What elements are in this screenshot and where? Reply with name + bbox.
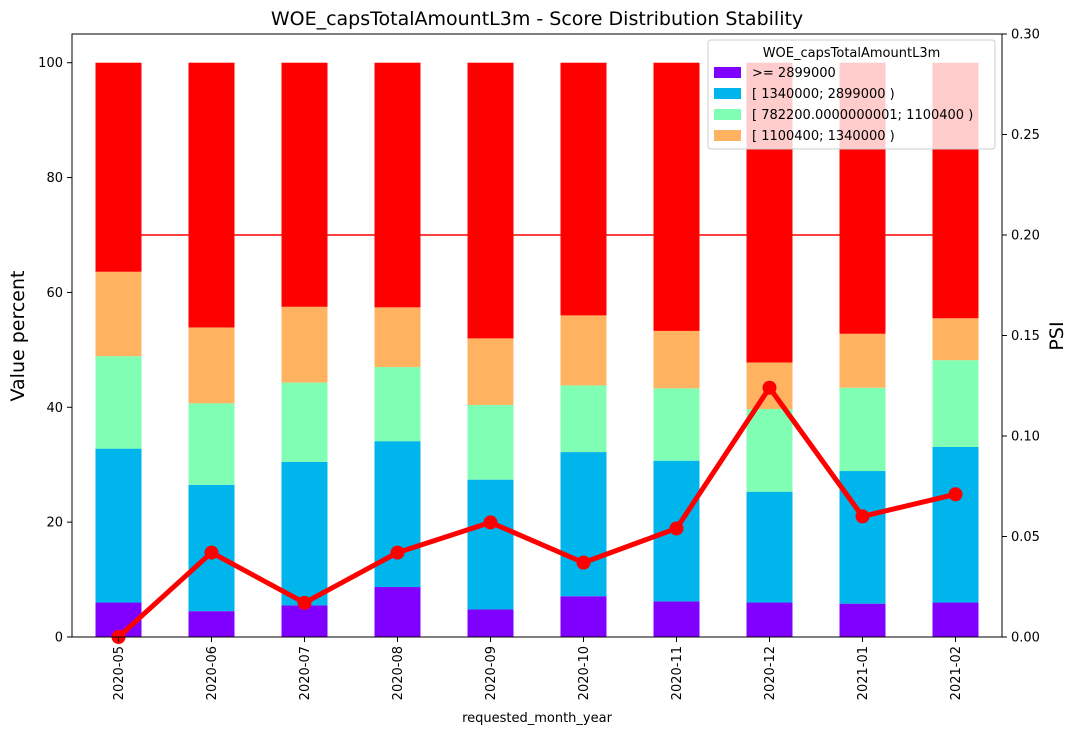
legend-label: >= 2899000: [752, 66, 836, 81]
y2-axis-title: PSI: [1046, 321, 1068, 350]
bar-segment: [374, 441, 421, 588]
psi-point: [855, 509, 870, 524]
legend: WOE_capsTotalAmountL3m >= 2899000 [ 134000…: [707, 39, 996, 150]
bar-segment: [746, 602, 793, 637]
bar-segment: [281, 461, 328, 606]
bar-segment: [560, 596, 607, 637]
legend-title: WOE_capsTotalAmountL3m: [763, 46, 941, 61]
psi-line: [116, 385, 957, 639]
bar-segment: [560, 315, 607, 386]
bar-segment: [560, 62, 607, 316]
y2-tick-label: 0.05: [1011, 530, 1040, 545]
x-tick-label: 2020-07: [298, 646, 313, 700]
x-tick-label: 2020-08: [391, 646, 406, 700]
legend-label: [ 1340000; 2899000 ): [752, 87, 895, 102]
bar-segment: [653, 388, 700, 461]
psi-point: [297, 595, 312, 610]
bar-segment: [95, 271, 142, 357]
y-tick-label: 100: [38, 56, 63, 71]
legend-swatch: [714, 109, 741, 120]
bar-segment: [467, 338, 514, 405]
bar-segment: [374, 587, 421, 637]
y2-tick-label: 0.00: [1011, 631, 1040, 646]
bar-segment: [560, 452, 607, 597]
x-tick-label: 2020-11: [670, 646, 685, 700]
y-tick-label: 80: [46, 171, 63, 186]
legend-swatch: [714, 130, 741, 141]
bar-segment: [374, 367, 421, 442]
y2-tick-label: 0.30: [1011, 28, 1040, 43]
legend-swatch: [714, 88, 741, 99]
legend-label: [ 782200.0000000001; 1100400 ): [752, 108, 973, 123]
bar-segment: [653, 62, 700, 331]
bar-segment: [467, 404, 514, 480]
x-tick-label: 2020-12: [763, 646, 778, 700]
bar-segment: [839, 387, 886, 472]
bar-segment: [932, 360, 979, 447]
bar-segment: [95, 448, 142, 603]
y-axis-title: Value percent: [7, 271, 29, 402]
y-tick-label: 20: [46, 516, 63, 531]
x-tick-label: 2021-01: [856, 646, 871, 700]
bar-segment: [281, 382, 328, 462]
y2-tick-label: 0.20: [1011, 229, 1040, 244]
x-tick-label: 2021-02: [949, 646, 964, 700]
bar-segment: [839, 603, 886, 637]
bar-segment: [374, 307, 421, 368]
bar-segment: [467, 479, 514, 610]
bar-segment: [653, 601, 700, 637]
y-tick-label: 0: [55, 631, 63, 646]
y2-tick-label: 0.15: [1011, 329, 1040, 344]
x-tick-label: 2020-06: [205, 646, 220, 700]
bar-segment: [95, 62, 142, 272]
chart-title: WOE_capsTotalAmountL3m - Score Distribut…: [271, 8, 803, 30]
psi-point: [390, 545, 405, 560]
psi-point: [762, 380, 777, 395]
bar-segment: [281, 62, 328, 307]
y-tick-label: 40: [46, 401, 63, 416]
axes-layer: 0 20 40 60 80 100 0.00 0.05 0.10 0.15 0.20 0.25 0.30…: [38, 28, 1040, 701]
bar-segment: [188, 62, 235, 328]
bar-segment: [746, 409, 793, 492]
bar-segment: [560, 385, 607, 453]
psi-point: [204, 545, 219, 560]
bar-segment: [188, 611, 235, 637]
y-tick-label: 60: [46, 286, 63, 301]
psi-point: [669, 521, 684, 536]
x-tick-label: 2020-05: [112, 646, 127, 700]
bar-segment: [932, 318, 979, 361]
bar-segment: [188, 403, 235, 485]
bar-segment: [839, 333, 886, 388]
bar-segment: [467, 62, 514, 339]
bar-segment: [281, 605, 328, 637]
x-tick-label: 2020-10: [577, 646, 592, 700]
psi-point: [483, 515, 498, 530]
psi-point: [576, 555, 591, 570]
x-axis-title: requested_month_year: [462, 711, 613, 726]
bar-segment: [746, 491, 793, 603]
legend-swatch: [714, 67, 741, 78]
bar-segment: [281, 306, 328, 383]
y2-tick-label: 0.25: [1011, 128, 1040, 143]
x-tick-label: 2020-09: [484, 646, 499, 700]
bar-segment: [374, 62, 421, 308]
legend-label: [ 1100400; 1340000 ): [752, 129, 895, 144]
y2-tick-label: 0.10: [1011, 430, 1040, 445]
bar-segment: [467, 609, 514, 637]
bar-segment: [95, 356, 142, 449]
bar-segment: [653, 330, 700, 389]
bar-segment: [932, 602, 979, 637]
psi-layer: [111, 380, 963, 644]
legend-box: [707, 39, 996, 150]
bar-segment: [932, 446, 979, 603]
bar-segment: [188, 327, 235, 404]
psi-point: [948, 487, 963, 502]
